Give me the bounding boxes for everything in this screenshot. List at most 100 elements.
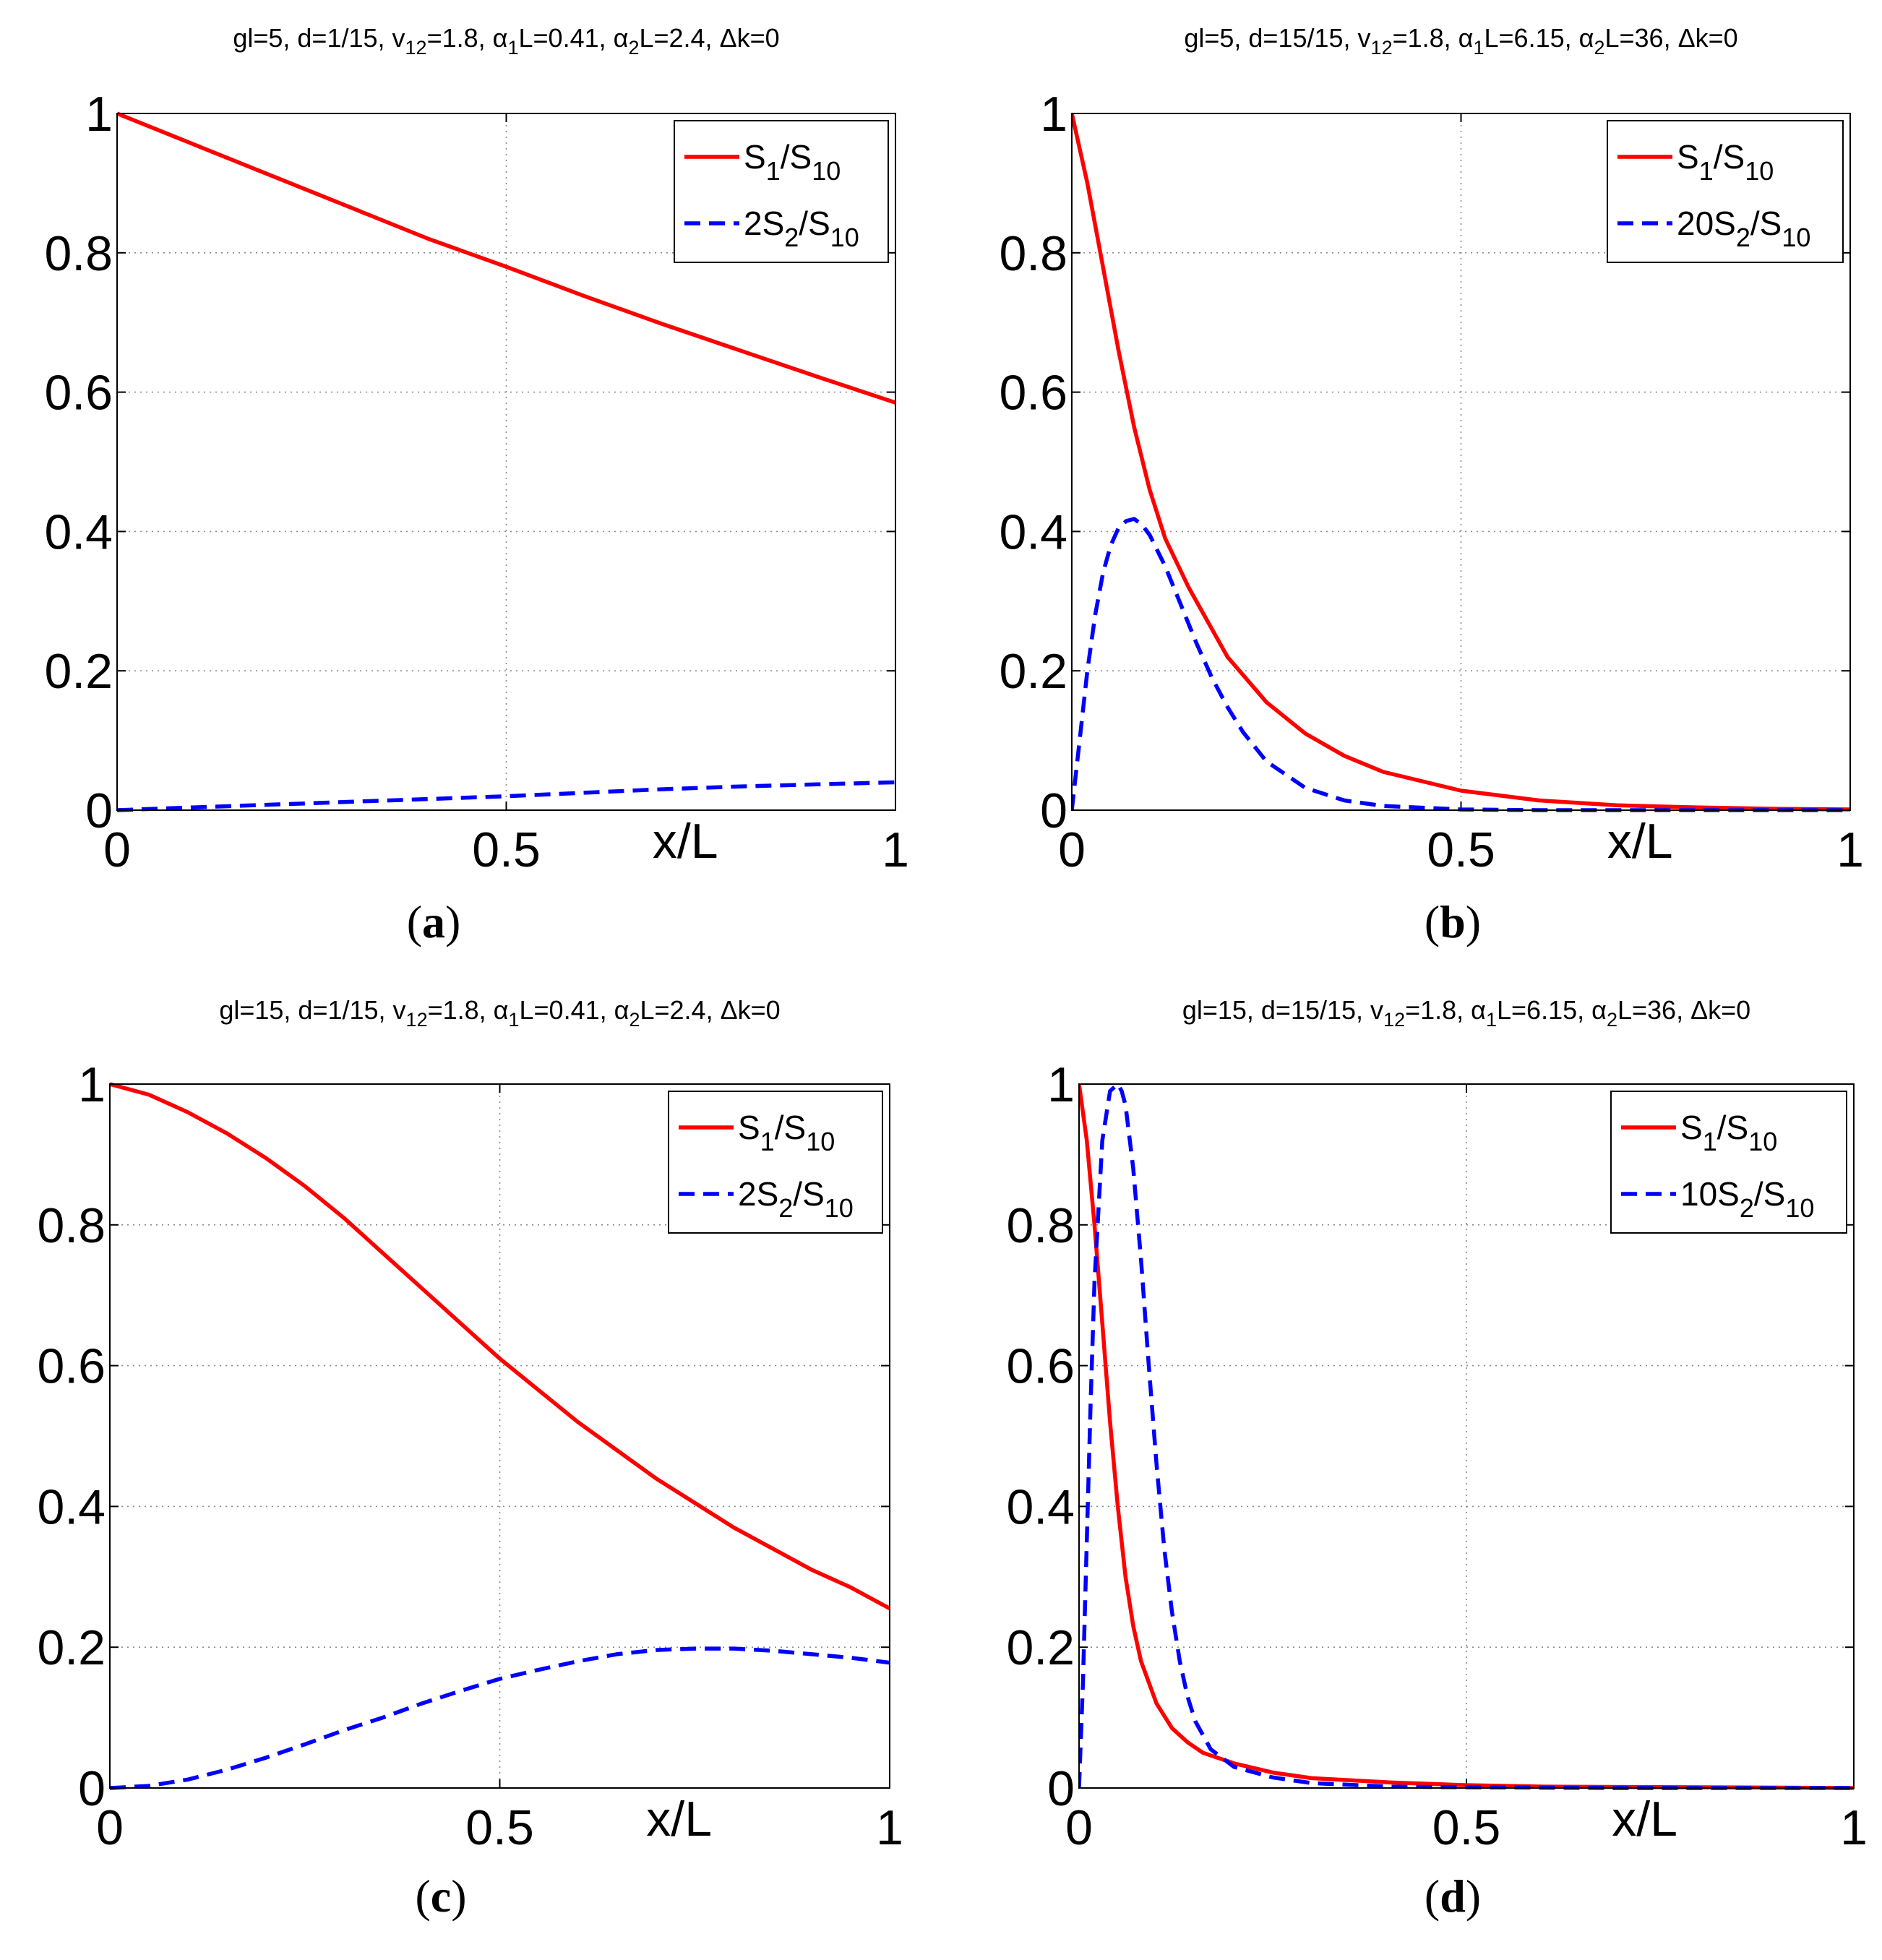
legend-subscript: 1 <box>760 1127 775 1156</box>
caption-paren: ) <box>451 1870 466 1922</box>
y-tick-label: 0.8 <box>44 226 113 281</box>
y-tick-label: 0.4 <box>44 504 113 559</box>
legend-subscript: 10 <box>812 156 841 186</box>
panel-caption: (d) <box>1425 1870 1481 1922</box>
title-part: L=2.4, Δk=0 <box>640 995 780 1025</box>
title-subscript: 2 <box>1607 1009 1617 1031</box>
legend-subscript: 2 <box>784 223 799 252</box>
x-axis-label: x/L <box>646 1792 712 1847</box>
series-line-s1s10 <box>110 1082 890 1611</box>
y-tick-label: 0.4 <box>37 1479 106 1534</box>
title-part: L=36, Δk=0 <box>1617 995 1750 1025</box>
caption-paren: ) <box>445 896 460 947</box>
chart-panel-a: gl=5, d=1/15, v12=1.8, α1L=0.41, α2L=2.4… <box>44 23 908 947</box>
x-tick-label: 0 <box>103 822 131 877</box>
series-line-s1s10 <box>1079 1083 1854 1790</box>
series-line-2s2s10 <box>117 780 895 812</box>
panel-caption: (b) <box>1425 896 1481 947</box>
title-part: =1.8, α <box>427 23 508 53</box>
chart-panel-b: gl=5, d=15/15, v12=1.8, α1L=6.15, α2L=36… <box>999 23 1863 947</box>
chart-panel-d: gl=15, d=15/15, v12=1.8, α1L=6.15, α2L=3… <box>1006 995 1867 1922</box>
legend-subscript: 1 <box>1703 1127 1717 1156</box>
legend-label: S1/S10 <box>1677 138 1774 186</box>
y-tick-label: 0.8 <box>999 226 1067 281</box>
title-part: gl=15, d=15/15, v <box>1182 995 1383 1025</box>
series-line-10s2s10 <box>1079 1082 1854 1790</box>
y-tick-label: 0 <box>78 1761 106 1816</box>
caption-letter: d <box>1440 1870 1466 1922</box>
caption-paren: ) <box>1466 1870 1481 1922</box>
plot-frame <box>1071 113 1851 811</box>
title-part: gl=15, d=1/15, v <box>219 995 405 1025</box>
chart-title: gl=5, d=15/15, v12=1.8, α1L=6.15, α2L=36… <box>1184 23 1737 59</box>
legend-label-part: /S <box>775 1109 806 1146</box>
caption-letter: c <box>431 1870 451 1922</box>
title-part: L=6.15, α <box>1497 995 1607 1025</box>
legend-label-part: 10S <box>1680 1175 1740 1213</box>
x-axis-label: x/L <box>1607 814 1673 869</box>
legend-label-part: /S <box>793 1175 824 1213</box>
x-tick-label: 0.5 <box>1432 1800 1501 1855</box>
legend-label-part: 20S <box>1677 205 1736 242</box>
legend-subscript: 1 <box>1699 156 1714 186</box>
title-subscript: 1 <box>1473 37 1484 59</box>
y-tick-label: 1 <box>85 87 113 142</box>
series-line-2s2s10 <box>110 1646 890 1790</box>
legend-label: S1/S10 <box>1680 1109 1777 1156</box>
x-tick-label: 0.5 <box>1427 822 1495 877</box>
legend-label: S1/S10 <box>744 138 841 186</box>
caption-paren: ( <box>407 896 422 947</box>
caption-paren: ( <box>1425 896 1440 947</box>
title-subscript: 12 <box>405 37 427 59</box>
legend-label-part: /S <box>799 205 830 242</box>
y-tick-label: 0.2 <box>1006 1620 1075 1675</box>
title-part: =1.8, α <box>1405 995 1486 1025</box>
y-tick-label: 0.6 <box>44 366 113 421</box>
caption-letter: b <box>1440 896 1466 947</box>
title-part: L=36, Δk=0 <box>1604 23 1737 53</box>
title-subscript: 1 <box>1486 1009 1497 1031</box>
x-tick-label: 0.5 <box>472 822 541 877</box>
title-subscript: 12 <box>406 1009 428 1031</box>
x-tick-label: 0 <box>96 1800 124 1855</box>
legend-box <box>1610 1091 1847 1234</box>
title-subscript: 1 <box>508 1009 519 1031</box>
title-subscript: 12 <box>1383 1009 1405 1031</box>
panel-caption: (c) <box>415 1870 466 1922</box>
caption-paren: ( <box>1425 1870 1440 1922</box>
x-axis-label: x/L <box>1612 1792 1677 1847</box>
legend-label-part: /S <box>1750 205 1782 242</box>
caption-paren: ( <box>415 1870 430 1922</box>
y-tick-label: 1 <box>1040 87 1067 142</box>
title-subscript: 2 <box>629 1009 640 1031</box>
chart-title: gl=15, d=15/15, v12=1.8, α1L=6.15, α2L=3… <box>1182 995 1750 1031</box>
y-tick-label: 0.2 <box>37 1620 106 1675</box>
y-tick-label: 0.4 <box>1006 1479 1075 1534</box>
legend-subscript: 2 <box>778 1193 793 1223</box>
legend-subscript: 1 <box>766 156 781 186</box>
y-tick-label: 0 <box>85 783 113 838</box>
legend-subscript: 2 <box>1740 1193 1754 1223</box>
y-tick-label: 1 <box>78 1057 106 1112</box>
series-line-s1s10 <box>1072 113 1850 812</box>
x-tick-label: 1 <box>1840 1800 1868 1855</box>
legend-subscript: 10 <box>1782 223 1810 252</box>
legend-subscript: 10 <box>1785 1193 1814 1223</box>
y-tick-label: 0.8 <box>37 1198 106 1253</box>
legend-label-part: /S <box>1717 1109 1748 1146</box>
legend-label: S1/S10 <box>738 1109 835 1156</box>
title-subscript: 2 <box>1594 37 1604 59</box>
legend-label-part: S <box>738 1109 760 1146</box>
legend-label: 2S2/S10 <box>738 1175 854 1223</box>
plot-frame <box>116 113 896 811</box>
y-tick-label: 0.2 <box>44 644 113 699</box>
x-tick-label: 0 <box>1058 822 1086 877</box>
y-tick-label: 0.4 <box>999 504 1067 559</box>
legend-label-part: S <box>1680 1109 1703 1146</box>
legend-label: 10S2/S10 <box>1680 1175 1814 1223</box>
legend-subscript: 10 <box>1748 1127 1777 1156</box>
